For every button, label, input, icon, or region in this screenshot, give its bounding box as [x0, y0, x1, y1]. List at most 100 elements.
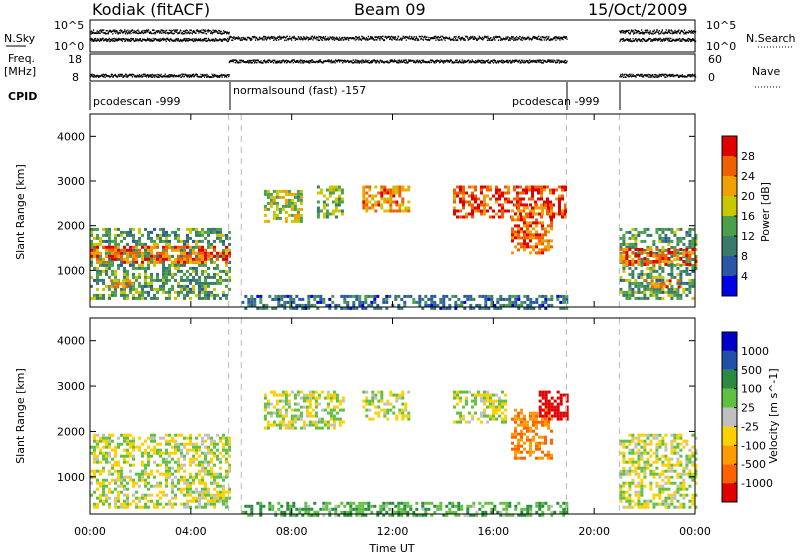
echo-cell	[371, 400, 374, 403]
echo-cell	[560, 394, 563, 397]
echo-cell	[565, 298, 568, 301]
echo-cell	[117, 497, 120, 500]
echo-cell	[504, 418, 507, 421]
echo-cell	[147, 473, 150, 476]
echo-cell	[640, 455, 643, 458]
echo-cell	[153, 279, 156, 282]
echo-cell	[198, 231, 201, 234]
echo-cell	[105, 234, 108, 237]
echo-cell	[183, 464, 186, 467]
echo-cell	[219, 461, 222, 464]
date-title: 15/Oct/2009	[588, 0, 688, 19]
echo-cell	[691, 461, 694, 464]
echo-cell	[477, 391, 480, 394]
echo-cell	[335, 210, 338, 213]
echo-cell	[547, 421, 550, 424]
echo-cell	[516, 192, 519, 195]
echo-cell	[273, 421, 276, 424]
echo-cell	[204, 473, 207, 476]
echo-cell	[547, 451, 550, 454]
echo-cell	[499, 295, 502, 298]
nsearch-label: N.Search	[746, 32, 796, 45]
echo-cell	[361, 505, 364, 508]
echo-cell	[688, 291, 691, 294]
echo-cell	[526, 224, 529, 227]
echo-cell	[658, 249, 661, 252]
echo-cell	[628, 488, 631, 491]
echo-cell	[93, 237, 96, 240]
echo-cell	[685, 282, 688, 285]
echo-cell	[646, 461, 649, 464]
echo-cell	[198, 470, 201, 473]
echo-cell	[180, 476, 183, 479]
echo-cell	[105, 455, 108, 458]
echo-cell	[177, 264, 180, 267]
echo-cell	[495, 186, 498, 189]
echo-cell	[483, 201, 486, 204]
echo-cell	[129, 288, 132, 291]
echo-cell	[93, 252, 96, 255]
echo-cell	[132, 449, 135, 452]
echo-cell	[453, 195, 456, 198]
echo-cell	[189, 437, 192, 440]
nave-lo-tick: 0	[708, 71, 715, 84]
echo-cell	[216, 434, 219, 437]
echo-cell	[126, 437, 129, 440]
echo-cell	[520, 230, 523, 233]
echo-cell	[631, 251, 634, 254]
echo-cell	[481, 511, 484, 514]
echo-cell	[682, 482, 685, 485]
echo-cell	[456, 186, 459, 189]
echo-cell	[517, 236, 520, 239]
echo-cell	[189, 282, 192, 285]
echo-cell	[489, 216, 492, 219]
echo-cell	[386, 400, 389, 403]
echo-cell	[280, 511, 283, 514]
echo-cell	[676, 267, 679, 270]
echo-cell	[168, 273, 171, 276]
echo-cell	[550, 206, 553, 209]
echo-cell	[637, 458, 640, 461]
echo-cell	[377, 415, 380, 418]
echo-cell	[454, 301, 457, 304]
echo-cell	[219, 473, 222, 476]
echo-cell	[480, 421, 483, 424]
echo-cell	[162, 246, 165, 249]
echo-cell	[658, 276, 661, 279]
echo-cell	[307, 298, 310, 301]
echo-cell	[400, 502, 403, 505]
echo-cell	[132, 464, 135, 467]
echo-cell	[177, 249, 180, 252]
echo-cell	[219, 500, 222, 503]
echo-cell	[123, 288, 126, 291]
echo-cell	[625, 497, 628, 500]
echo-cell	[339, 409, 342, 412]
echo-cell	[165, 246, 168, 249]
echo-cell	[273, 196, 276, 199]
echo-cell	[122, 282, 125, 285]
echo-cell	[123, 270, 126, 273]
echo-cell	[511, 433, 514, 436]
echo-cell	[403, 508, 406, 511]
echo-cell	[678, 279, 681, 282]
echo-cell	[108, 503, 111, 506]
echo-cell	[501, 400, 504, 403]
echo-cell	[670, 500, 673, 503]
echo-cell	[108, 470, 111, 473]
echo-cell	[309, 412, 312, 415]
echo-cell	[658, 273, 661, 276]
echo-cell	[634, 248, 637, 251]
echo-cell	[195, 279, 198, 282]
echo-cell	[380, 397, 383, 400]
echo-cell	[545, 400, 548, 403]
echo-cell	[622, 461, 625, 464]
echo-cell	[520, 245, 523, 248]
echo-cell	[325, 508, 328, 511]
echo-cell	[673, 234, 676, 237]
echo-cell	[201, 282, 204, 285]
echo-cell	[201, 288, 204, 291]
echo-cell	[291, 202, 294, 205]
echo-cell	[93, 267, 96, 270]
echo-cell	[147, 234, 150, 237]
